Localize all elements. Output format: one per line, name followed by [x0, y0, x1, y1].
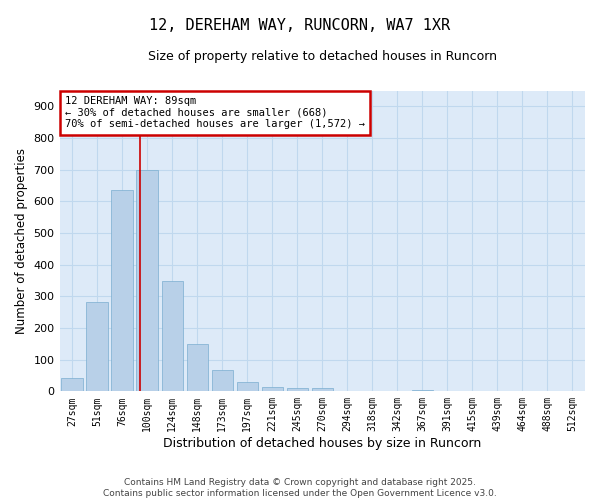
Bar	[161, 280, 183, 392]
Bar	[112, 190, 133, 392]
Text: 12, DEREHAM WAY, RUNCORN, WA7 1XR: 12, DEREHAM WAY, RUNCORN, WA7 1XR	[149, 18, 451, 32]
Bar	[61, 378, 83, 392]
Title: Size of property relative to detached houses in Runcorn: Size of property relative to detached ho…	[148, 50, 497, 63]
Bar	[187, 344, 208, 392]
Bar	[287, 388, 308, 392]
X-axis label: Distribution of detached houses by size in Runcorn: Distribution of detached houses by size …	[163, 437, 481, 450]
Bar	[412, 390, 433, 392]
Bar	[86, 302, 108, 392]
Y-axis label: Number of detached properties: Number of detached properties	[15, 148, 28, 334]
Bar	[262, 386, 283, 392]
Text: Contains HM Land Registry data © Crown copyright and database right 2025.
Contai: Contains HM Land Registry data © Crown c…	[103, 478, 497, 498]
Bar	[311, 388, 333, 392]
Bar	[236, 382, 258, 392]
Text: 12 DEREHAM WAY: 89sqm
← 30% of detached houses are smaller (668)
70% of semi-det: 12 DEREHAM WAY: 89sqm ← 30% of detached …	[65, 96, 365, 130]
Bar	[212, 370, 233, 392]
Bar	[136, 170, 158, 392]
